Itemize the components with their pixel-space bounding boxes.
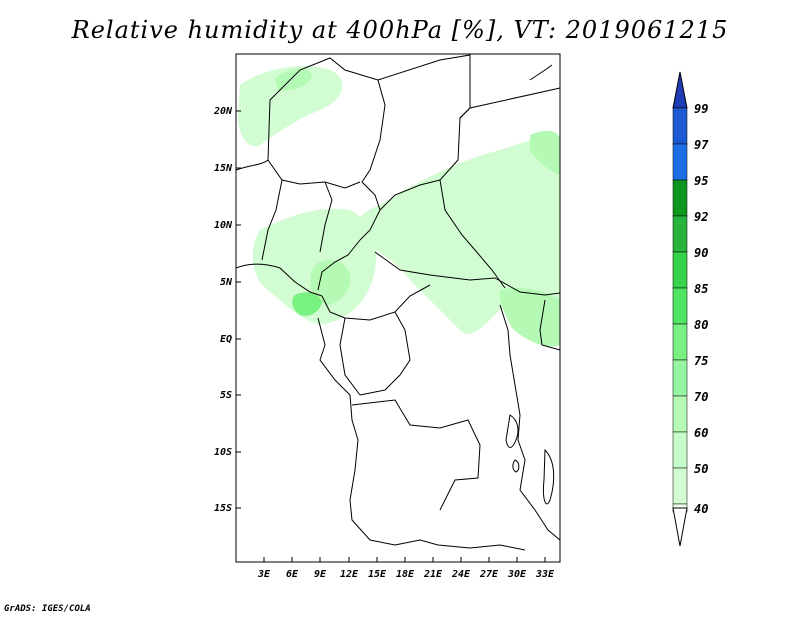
colorbar-swatch-95	[673, 180, 687, 216]
lon-label-18e: 18E	[396, 569, 415, 580]
colorbar-swatch-97	[673, 144, 687, 180]
grads-credit: GrADS: IGES/COLA	[4, 604, 91, 614]
colorbar-label-99: 99	[694, 102, 708, 116]
colorbar-label-80: 80	[694, 318, 708, 332]
colorbar-label-85: 85	[694, 282, 708, 296]
lat-label-5n: 5N	[220, 277, 233, 288]
colorbar-swatch-80	[673, 324, 687, 360]
colorbar-top-cap	[673, 72, 687, 108]
lon-label-6e: 6E	[286, 569, 299, 580]
colorbar-label-92: 92	[694, 210, 708, 224]
colorbar-swatch-92	[673, 216, 687, 252]
lon-label-3e: 3E	[257, 569, 271, 580]
lat-label-20n: 20N	[213, 106, 233, 117]
lat-label-10s: 10S	[214, 447, 232, 458]
humidity-shading	[238, 66, 560, 346]
lon-label-21e: 21E	[423, 569, 443, 580]
lon-label-15e: 15E	[368, 569, 387, 580]
colorbar-swatch-60	[673, 432, 687, 468]
colorbar-swatch-85	[673, 288, 687, 324]
colorbar-label-70: 70	[694, 390, 708, 404]
colorbar-label-50: 50	[694, 462, 708, 476]
colorbar-label-60: 60	[694, 426, 708, 440]
lat-label-15n: 15N	[214, 163, 233, 174]
colorbar-swatch-99	[673, 108, 687, 144]
lon-label-33e: 33E	[535, 569, 555, 580]
colorbar-label-90: 90	[694, 246, 708, 260]
lon-label-24e: 24E	[451, 569, 471, 580]
lat-label-5s: 5S	[220, 390, 232, 401]
colorbar-swatch-75	[673, 360, 687, 396]
colorbar-swatch-50	[673, 468, 687, 504]
latitude-axis: 20N 15N 10N 5N EQ 5S 10S 15S	[213, 106, 241, 514]
colorbar-label-95: 95	[694, 174, 708, 188]
colorbar-swatch-90	[673, 252, 687, 288]
colorbar-label-97: 97	[694, 138, 709, 152]
longitude-axis: 3E 6E 9E 12E 15E 18E 21E 24E 27E 30E 33E	[257, 557, 555, 580]
colorbar-label-75: 75	[694, 354, 708, 368]
lat-label-10n: 10N	[214, 220, 233, 231]
colorbar: 99 97 95 92 90 85 80 75 70 60 50 40	[673, 72, 709, 546]
lat-label-15s: 15S	[214, 503, 232, 514]
lon-label-12e: 12E	[340, 569, 359, 580]
colorbar-swatch-70	[673, 396, 687, 432]
colorbar-label-40: 40	[694, 502, 708, 516]
colorbar-bottom-cap	[673, 508, 687, 546]
lon-label-27e: 27E	[479, 569, 499, 580]
lat-label-eq: EQ	[220, 334, 232, 345]
lon-label-30e: 30E	[507, 569, 527, 580]
lon-label-9e: 9E	[314, 569, 327, 580]
